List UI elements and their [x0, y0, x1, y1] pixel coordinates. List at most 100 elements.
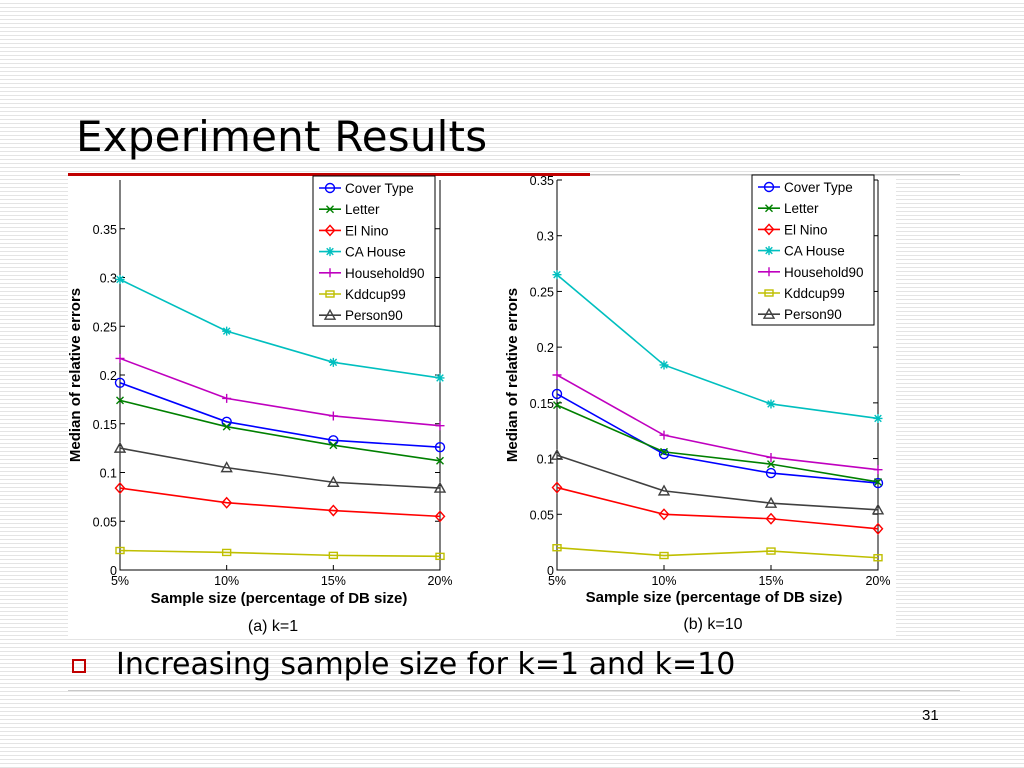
y-tick-label: 0.05	[93, 515, 117, 529]
data-point	[220, 461, 233, 473]
legend-label: Kddcup99	[345, 287, 406, 302]
data-point	[659, 360, 669, 370]
data-point	[553, 401, 561, 410]
footer-rule	[68, 690, 960, 691]
data-point	[872, 477, 884, 489]
data-point	[113, 441, 127, 453]
series-el-nino	[114, 482, 446, 523]
y-tick-label: 0.35	[530, 174, 554, 188]
series-letter	[116, 396, 444, 465]
legend-label: Household90	[784, 265, 864, 280]
legend-label: El Nino	[345, 223, 389, 238]
series-line	[119, 487, 441, 518]
data-point	[873, 413, 883, 423]
y-tick-label: 0.15	[530, 397, 554, 411]
y-tick-label: 0.25	[93, 320, 117, 334]
series-line	[556, 393, 879, 484]
legend-label: Letter	[345, 202, 380, 217]
legend: Cover Type Letter El Nino CA House Household…	[312, 175, 436, 327]
data-point	[435, 373, 445, 383]
legend-label: Person90	[345, 308, 403, 323]
series-line	[556, 546, 879, 559]
data-point	[659, 430, 669, 440]
data-point	[552, 270, 562, 280]
data-point	[435, 421, 445, 431]
series-kddcup99	[115, 546, 445, 561]
x-tick-label: 10%	[651, 574, 676, 588]
data-point	[327, 475, 340, 487]
legend-label: Person90	[784, 307, 842, 322]
data-point	[328, 411, 338, 421]
legend-label: CA House	[345, 245, 406, 260]
chart-a: 0 0.05 0.1 0.15 0.2 0.25 0.3 0.35 5% 10% 15% 20% Sam…	[67, 175, 453, 635]
data-point	[552, 370, 562, 380]
data-point	[436, 456, 444, 465]
series-line	[119, 278, 441, 379]
data-point	[114, 377, 126, 389]
data-point	[435, 552, 445, 561]
y-axis-label: Median of relative errors	[504, 288, 521, 462]
data-point	[115, 274, 125, 284]
data-point	[871, 503, 885, 515]
data-point	[552, 544, 562, 552]
legend-marker	[324, 182, 336, 194]
data-point	[659, 551, 669, 560]
y-tick-label: 0.1	[537, 453, 554, 467]
data-point	[116, 396, 124, 405]
series-line	[556, 374, 879, 471]
x-tick-label: 5%	[548, 574, 566, 588]
series-el-nino	[551, 481, 884, 535]
legend: Cover Type Letter El Nino CA House Household…	[751, 174, 875, 326]
legend-label: Household90	[345, 266, 425, 281]
data-point	[766, 399, 776, 409]
data-point	[327, 504, 339, 517]
data-point	[660, 447, 668, 456]
data-point	[550, 448, 564, 460]
legend-label: El Nino	[784, 222, 828, 237]
data-point	[658, 508, 670, 521]
data-point	[658, 448, 670, 460]
bullet-item: Increasing sample size for k=1 and k=10	[72, 647, 735, 682]
slide-title: Experiment Results	[76, 112, 488, 161]
data-point	[114, 482, 126, 495]
x-tick-label: 10%	[214, 574, 239, 588]
x-axis-label: Sample size (percentage of DB size)	[151, 590, 408, 607]
legend-label: Cover Type	[784, 180, 853, 195]
series-household90	[115, 353, 445, 431]
data-point	[873, 554, 883, 562]
series-person90	[550, 448, 885, 515]
y-tick-label: 0.15	[93, 418, 117, 432]
series-ca-house	[115, 274, 445, 383]
y-tick-label: 0.3	[100, 272, 117, 286]
data-point	[221, 548, 232, 557]
data-point	[657, 484, 671, 496]
title-accent-rule	[68, 173, 590, 176]
data-point	[115, 546, 125, 555]
data-point	[766, 452, 776, 462]
data-point	[434, 441, 446, 453]
series-ca-house	[552, 270, 883, 423]
series-kddcup99	[552, 544, 883, 562]
chart-caption: (b) k=10	[683, 616, 742, 633]
legend-label: Letter	[784, 201, 819, 216]
legend-marker	[324, 224, 336, 237]
data-point	[767, 460, 775, 469]
series-line	[119, 382, 441, 448]
legend-marker	[764, 289, 774, 297]
data-point	[328, 357, 338, 367]
bullet-text: Increasing sample size for k=1 and k=10	[116, 647, 736, 682]
data-point	[873, 465, 883, 475]
data-point	[765, 467, 777, 479]
legend-marker	[326, 205, 334, 214]
legend-marker	[763, 181, 775, 193]
series-household90	[552, 370, 883, 475]
data-point	[551, 388, 563, 400]
legend-marker	[325, 290, 335, 298]
series-line	[556, 274, 879, 420]
chart-caption: (a) k=1	[248, 618, 298, 635]
series-line	[556, 454, 879, 511]
x-tick-label: 5%	[111, 574, 129, 588]
y-tick-label: 0.05	[530, 508, 554, 522]
y-tick-label: 0.2	[537, 341, 554, 355]
data-point	[766, 547, 776, 555]
